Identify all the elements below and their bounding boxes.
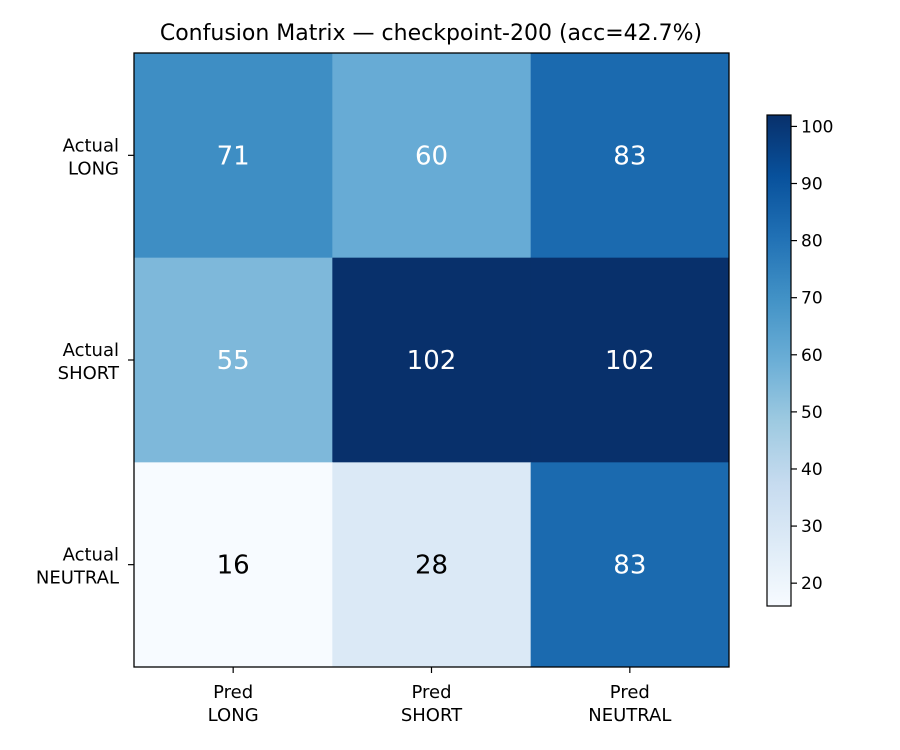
heatmap-cell: [332, 462, 532, 668]
column-label-line1: Pred: [213, 682, 253, 703]
row-label-line2: NEUTRAL: [36, 568, 119, 589]
chart-title: Confusion Matrix — checkpoint-200 (acc=4…: [160, 21, 702, 46]
colorbar-tick-label: 30: [801, 517, 823, 537]
colorbar-tick-label: 40: [801, 460, 823, 480]
colorbar-tick-label: 80: [801, 232, 823, 252]
heatmap-cell: [332, 53, 532, 259]
colorbar: [766, 114, 792, 607]
cell-value-label: 102: [407, 346, 457, 376]
colorbar-tick-label: 50: [801, 403, 823, 423]
cell-value-label: 55: [217, 346, 250, 376]
cell-value-label: 83: [613, 551, 646, 581]
row-label-line2: SHORT: [58, 363, 120, 384]
cell-value-label: 28: [415, 551, 448, 581]
cell-value-label: 16: [217, 551, 250, 581]
column-label-line2: SHORT: [401, 705, 463, 726]
colorbar-tick-label: 60: [801, 346, 823, 366]
heatmap-cell: [332, 257, 532, 463]
colorbar-tick-label: 70: [801, 289, 823, 309]
colorbar-tick-label: 90: [801, 175, 823, 195]
row-label-line1: Actual: [63, 545, 119, 566]
heatmap-cell: [530, 257, 730, 463]
row-label-line1: Actual: [63, 135, 119, 156]
heatmap-cell: [134, 53, 333, 259]
heatmap-cell: [530, 53, 730, 259]
heatmap-cell: [134, 257, 333, 463]
colorbar-tick-label: 20: [801, 574, 823, 594]
heatmap-cells: 71 60 83 55 102 102 16 28 83: [134, 53, 730, 668]
cell-value-label: 102: [605, 346, 655, 376]
column-label-line2: LONG: [208, 705, 259, 726]
cell-value-label: 71: [217, 141, 250, 171]
column-label-line1: Pred: [610, 682, 650, 703]
row-label-line1: Actual: [63, 340, 119, 361]
cell-value-label: 83: [613, 141, 646, 171]
colorbar-ticks: 20 30 40 50 60 70 80 90 100: [791, 117, 833, 594]
column-label-line1: Pred: [411, 682, 451, 703]
row-label-line2: LONG: [68, 158, 119, 179]
colorbar-tick-label: 100: [801, 117, 833, 137]
heatmap-cell: [134, 462, 333, 668]
column-label-line2: NEUTRAL: [588, 705, 671, 726]
heatmap-cell: [530, 462, 730, 668]
cell-value-label: 60: [415, 141, 448, 171]
